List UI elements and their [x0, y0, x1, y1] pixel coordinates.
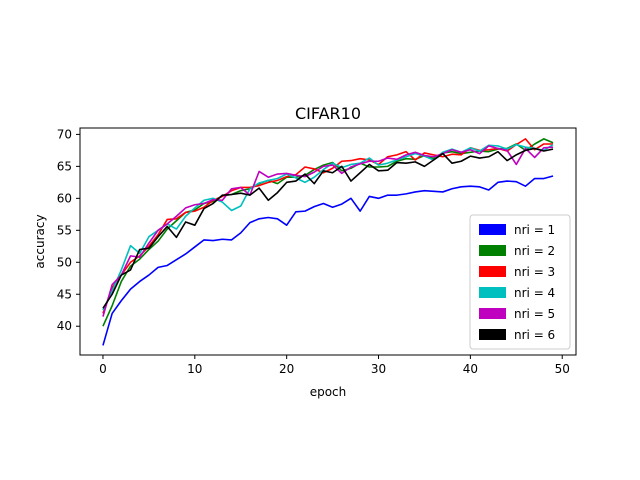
series-line-5 — [102, 145, 554, 317]
legend-label: nri = 3 — [514, 265, 555, 279]
legend-swatch — [479, 224, 506, 235]
legend-swatch — [479, 329, 506, 340]
series-line-6 — [102, 147, 554, 309]
legend: nri = 1 nri = 2 nri = 3 nri = 4 nri = 5 nri =… — [469, 214, 571, 350]
legend-label: nri = 6 — [514, 328, 555, 342]
x-tick-label: 30 — [371, 362, 386, 376]
x-tick-label: 0 — [99, 362, 107, 376]
chart-title: CIFAR10 — [295, 104, 361, 123]
legend-label: nri = 5 — [514, 307, 555, 321]
y-axis-title: accuracy — [33, 214, 47, 268]
legend-label: nri = 2 — [514, 244, 555, 258]
legend-label: nri = 1 — [514, 223, 555, 237]
y-tick-label: 45 — [57, 287, 72, 301]
legend-label: nri = 4 — [514, 286, 555, 300]
x-tick-label: 20 — [279, 362, 294, 376]
y-tick-label: 40 — [57, 319, 72, 333]
x-tick-label: 40 — [463, 362, 478, 376]
legend-swatch — [479, 245, 506, 256]
legend-swatch — [479, 287, 506, 298]
x-tick-label: 50 — [555, 362, 570, 376]
y-tick-label: 65 — [57, 159, 72, 173]
y-tick-label: 55 — [57, 223, 72, 237]
y-tick-label: 70 — [57, 127, 72, 141]
x-tick-label: 10 — [187, 362, 202, 376]
y-tick-label: 60 — [57, 191, 72, 205]
x-axis-title: epoch — [310, 385, 347, 399]
series-line-1 — [102, 175, 554, 346]
axis-ticks: 0 10 20 30 40 50 40 45 50 55 60 65 70 — [57, 127, 570, 376]
series-layer — [102, 138, 554, 346]
legend-swatch — [479, 266, 506, 277]
plot-area-frame — [79, 127, 577, 356]
y-tick-label: 50 — [57, 255, 72, 269]
legend-swatch — [479, 308, 506, 319]
